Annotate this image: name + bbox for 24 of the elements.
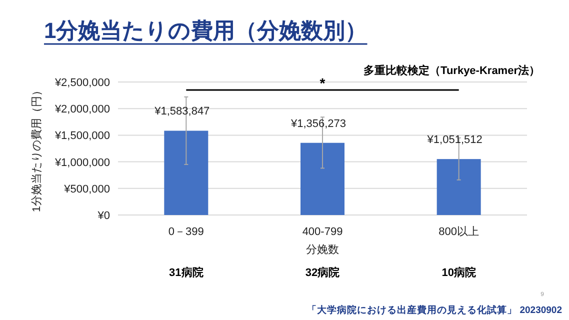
chart-title: 1分娩当たりの費用（分娩数別） (44, 18, 368, 43)
x-axis-title: 分娩数 (306, 244, 339, 256)
x-tick-label: 400-799 (302, 226, 343, 238)
bar (436, 159, 481, 215)
annotation: * (320, 75, 326, 91)
bar (164, 130, 208, 215)
y-tick-label: ¥500,000 (63, 183, 110, 196)
text: 10病院 (442, 266, 476, 279)
x-tick-label: 0－399 (168, 226, 204, 238)
y-tick-label: ¥0 (96, 210, 110, 222)
y-tick-label: ¥1,500,000 (54, 130, 110, 142)
text: 「大学病院における出産費用の見える化試算」 20230902 (307, 304, 562, 316)
data-label: ¥1,356,273 (290, 118, 346, 130)
y-axis-title: 1分娩当たりの費用（円） (30, 84, 43, 212)
x-tick-label: 800以上 (438, 225, 480, 238)
data-label: ¥1,051,512 (426, 134, 482, 146)
y-tick-label: ¥2,500,000 (54, 77, 110, 89)
text: 多重比較検定（Turkye-Kramer法） (364, 64, 540, 77)
y-tick-label: ¥1,000,000 (54, 156, 110, 169)
data-label: ¥1,583,847 (154, 106, 210, 118)
text: 32病院 (305, 266, 340, 279)
text: 31病院 (169, 266, 204, 279)
y-tick-label: ¥2,000,000 (54, 104, 110, 116)
bar (300, 142, 344, 215)
